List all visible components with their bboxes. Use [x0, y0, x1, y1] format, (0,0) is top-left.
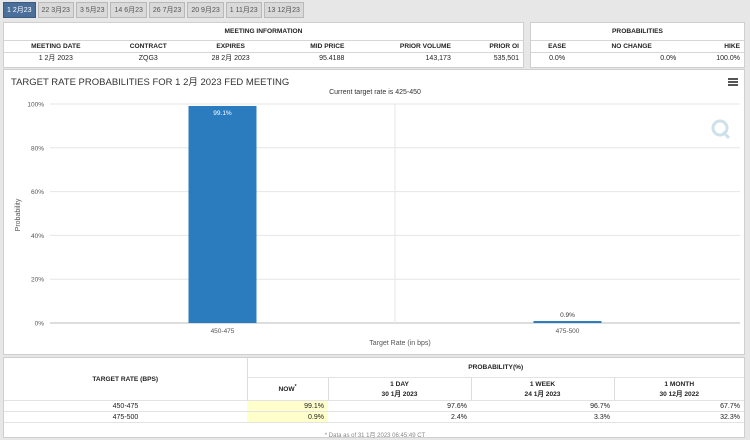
probabilities-panel: PROBABILITIES EASE NO CHANGE HIKE 0.0% 0… [530, 22, 745, 68]
bar-value-label: 99.1% [213, 110, 232, 117]
col-prior-oi: PRIOR OI [454, 40, 523, 53]
meeting-info-panel: MEETING INFORMATION MEETING DATE CONTRAC… [3, 22, 524, 68]
one-day-cell: 2.4% [328, 411, 471, 423]
bar-450-475[interactable] [188, 105, 257, 323]
y-tick-label: 60% [31, 189, 44, 196]
hamburger-icon[interactable] [728, 78, 738, 86]
y-tick-label: 20% [31, 277, 44, 284]
meeting-date-value: 1 2月 2023 [38, 55, 73, 62]
expires-value: 28 2月 2023 [211, 55, 250, 62]
y-tick-label: 100% [27, 102, 44, 109]
col-1-month: 1 MONTH 30 12月 2022 [614, 377, 744, 401]
col-hike: HIKE [680, 40, 744, 53]
y-tick-label: 40% [31, 233, 44, 240]
tab-meeting-8[interactable]: 13 12月23 [263, 2, 304, 18]
col-ease: EASE [531, 40, 584, 53]
prior-volume-value: 143,173 [425, 54, 451, 62]
chart-subtitle: Current target rate is 425-450 [329, 89, 421, 96]
one-week-cell: 3.3% [471, 411, 614, 423]
rate-cell: 450-475 [4, 400, 247, 412]
table-row: 450-475 99.1% 97.6% 96.7% 67.7% [4, 400, 744, 412]
tab-meeting-7[interactable]: 1 11月23 [225, 2, 262, 18]
y-tick-label: 0% [35, 321, 45, 328]
col-prior-volume: PRIOR VOLUME [348, 40, 455, 53]
col-meeting-date: MEETING DATE [4, 40, 108, 53]
footnote-marker: * [294, 384, 297, 391]
x-tick-label: 450-475 [211, 328, 235, 335]
y-tick-label: 80% [31, 145, 44, 152]
probability-header: PROBABILITY(%) [247, 358, 744, 378]
chart-panel: TARGET RATE PROBABILITIES FOR 1 2月 2023 … [3, 69, 745, 355]
chart-title: TARGET RATE PROBABILITIES FOR 1 2月 2023 … [11, 77, 290, 88]
prior-oi-value: 535,501 [493, 54, 519, 62]
col-now: NOW* [247, 377, 329, 401]
tab-meeting-4[interactable]: 14 6月23 [110, 2, 147, 18]
tab-meeting-1[interactable]: 1 2月23 [3, 2, 36, 18]
tab-meeting-5[interactable]: 26 7月23 [148, 2, 186, 18]
rate-cell: 475-500 [4, 411, 247, 423]
one-month-cell: 32.3% [614, 411, 744, 423]
ease-value: 0.0% [549, 54, 566, 62]
y-axis-label: Probability [15, 198, 22, 231]
bar-value-label: 0.9% [560, 312, 575, 319]
x-axis-label: Target Rate (in bps) [369, 340, 430, 347]
now-cell: 99.1% [247, 400, 328, 412]
tab-meeting-6[interactable]: 20 9月23 [187, 2, 224, 18]
probabilities-title: PROBABILITIES [531, 23, 744, 41]
one-week-cell: 96.7% [471, 400, 614, 412]
meeting-info-title: MEETING INFORMATION [4, 23, 523, 41]
bar-chart: 0% 20% 40% 60% 80% 100% 99.1% 450-475 0.9% 475-50… [15, 102, 740, 347]
one-month-cell: 67.7% [614, 400, 744, 412]
probability-table-panel: TARGET RATE (BPS) PROBABILITY(%) NOW* 1 … [3, 357, 745, 439]
tab-meeting-2[interactable]: 22 3月23 [37, 2, 74, 18]
col-1-week: 1 WEEK 24 1月 2023 [471, 377, 615, 401]
contract-value: ZQG3 [138, 54, 158, 62]
one-day-cell: 97.6% [328, 400, 471, 412]
col-expires: EXPIRES [188, 40, 273, 53]
meeting-tabs: 1 2月23 22 3月23 3 5月23 14 6月23 26 7月23 20… [3, 2, 304, 19]
target-rate-header: TARGET RATE (BPS) [4, 358, 248, 401]
no-change-value: 0.0% [660, 54, 677, 62]
now-cell: 0.9% [247, 411, 328, 423]
col-no-change: NO CHANGE [583, 40, 681, 53]
bar-475-500[interactable] [533, 321, 602, 323]
col-1-day: 1 DAY 30 1月 2023 [328, 377, 472, 401]
col-contract: CONTRACT [107, 40, 189, 53]
hike-value: 100.0% [716, 54, 740, 62]
table-row: 475-500 0.9% 2.4% 3.3% 32.3% [4, 411, 744, 423]
data-timestamp-note: * Data as of 31 1月 2023 06:45:49 CT [324, 433, 426, 439]
mid-price-value: 95.4188 [319, 54, 345, 62]
cme-q-logo [711, 119, 731, 140]
col-mid-price: MID PRICE [272, 40, 349, 53]
x-tick-label: 475-500 [556, 328, 580, 335]
tab-meeting-3[interactable]: 3 5月23 [75, 2, 109, 18]
